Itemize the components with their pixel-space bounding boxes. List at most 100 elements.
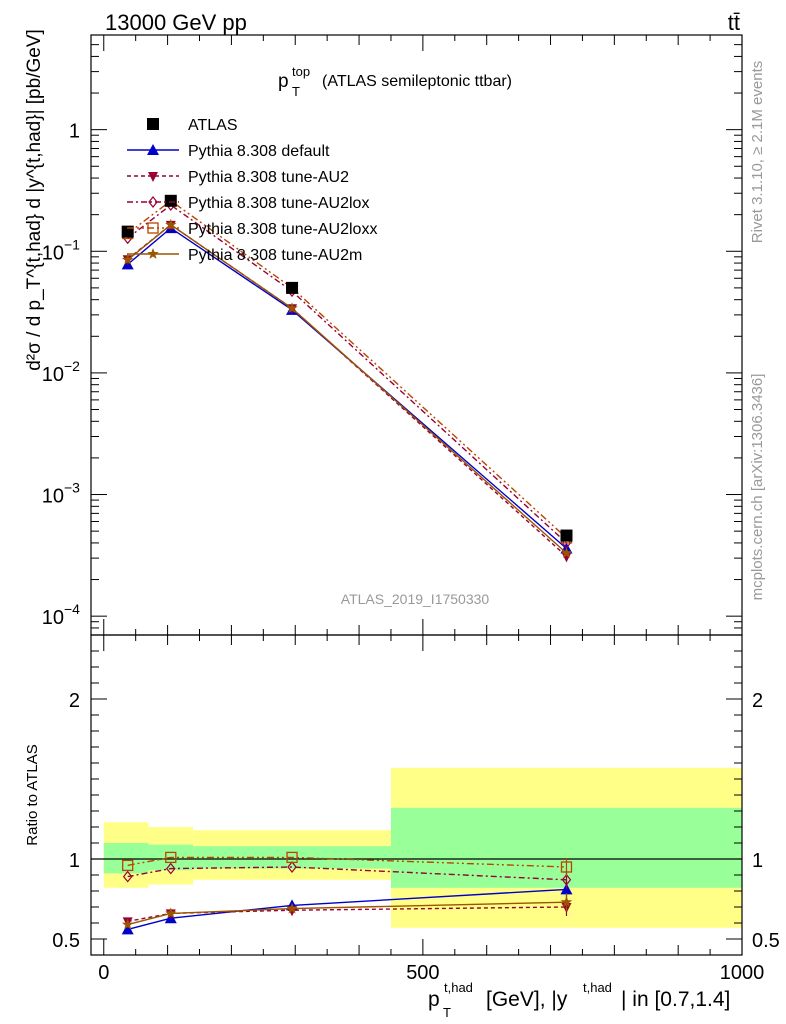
legend-marker-4 [147,222,159,234]
main-ytick-exp-1: −1 [64,236,80,252]
legend-marker-5 [147,248,159,259]
main-line-5 [127,223,567,554]
legend-marker-0 [147,118,159,130]
legend-label-4: Pythia 8.308 tune-AU2loxx [188,221,377,238]
main-point-0-3 [560,529,573,542]
svg-text:Ratio to ATLAS: Ratio to ATLAS [24,744,41,845]
mcplots-label: mcplots.cern.ch [arXiv:1306.3436] [749,374,766,601]
legend-item-1: Pythia 8.308 default [127,143,330,160]
legend: ATLAS Pythia 8.308 default Pythia 8.308 tu… [127,117,377,264]
ratio-y-axis-label: Ratio to ATLAS [24,744,41,845]
svg-text:| in [0.7,1.4]: | in [0.7,1.4] [621,988,730,1011]
ratio-series [121,851,573,935]
main-line-1 [127,227,567,550]
xtick-label-2: 1000 [720,962,765,984]
ratio-ytick-label-right-0: 0.5 [752,930,780,952]
main-point-5-0 [122,253,134,265]
green-band-0 [103,843,149,874]
ratio-line-0 [127,888,567,931]
main-point-0-2 [286,281,299,294]
svg-text:p: p [428,988,440,1011]
svg-text:top: top [292,64,310,79]
ratio-point-3-0 [122,859,134,872]
ratio-point-3-1 [165,851,177,864]
main-title: p top T (ATLAS semileptonic ttbar) [278,64,512,99]
ratio-ytick-label-right-1: 1 [752,850,763,872]
rivet-label: Rivet 3.1.10, ≥ 2.1M events [749,61,766,244]
svg-text:T: T [292,84,300,99]
main-y-ticks: 110−110−210−310−4 [42,34,742,636]
main-ytick-label-2: 10 [42,364,64,386]
svg-text:t,had: t,had [583,980,612,995]
legend-label-2: Pythia 8.308 tune-AU2 [188,169,349,186]
ratio-line-1 [127,906,567,923]
main-point-5-1 [165,218,177,230]
main-point-0-1 [164,194,177,207]
legend-label-1: Pythia 8.308 default [188,143,330,160]
main-ytick-exp-4: −4 [64,601,80,617]
ratio-ytick-label-1: 1 [69,850,80,872]
main-series-5 [122,218,573,558]
legend-item-3: Pythia 8.308 tune-AU2lox [127,195,369,212]
ratio-ytick-label-2: 2 [69,690,80,712]
ratio-point-2-2 [287,861,297,873]
legend-item-4: Pythia 8.308 tune-AU2loxx [127,221,377,238]
ratio-series-2 [122,861,572,889]
main-line-3 [127,204,567,544]
svg-text:(ATLAS semileptonic ttbar): (ATLAS semileptonic ttbar) [322,73,512,90]
main-series-2 [122,220,572,563]
process-label: tt̄ [728,10,740,35]
main-point-5-3 [560,547,573,558]
svg-text:p: p [278,71,289,92]
ratio-point-2-1 [166,862,176,875]
legend-marker-1 [147,144,159,155]
legend-label-5: Pythia 8.308 tune-AU2m [188,247,362,264]
ratio-point-2-3 [561,873,572,886]
main-ytick-label-1: 10 [42,242,64,264]
main-ytick-label-4: 10 [42,607,64,629]
ratio-uncertainty-bands [103,767,742,928]
svg-text:t,had: t,had [444,980,473,995]
legend-label-0: ATLAS [188,117,238,134]
main-ytick-label-0: 1 [69,121,80,143]
xtick-label-1: 500 [406,962,439,984]
ratio-x-ticks: 0 500 1000 [98,635,764,984]
legend-label-3: Pythia 8.308 tune-AU2lox [188,195,369,212]
ratio-point-4-2 [286,902,298,914]
ratio-point-4-1 [165,907,177,919]
collision-label: 13000 GeV pp [105,10,247,35]
main-line-2 [127,223,567,557]
main-ytick-label-3: 10 [42,486,64,508]
ratio-point-3-3 [560,861,573,873]
svg-text:d²σ / d p_T^{t,had} d |y^{t,ha: d²σ / d p_T^{t,had} d |y^{t,had}| [pb/Ge… [24,29,45,371]
legend-marker-3 [148,196,158,208]
ratio-point-0-0 [121,923,134,935]
ratio-ytick-label-0: 0.5 [52,930,80,952]
ratio-point-2-0 [122,870,133,883]
xtick-label-0: 0 [98,962,109,984]
ratio-series-4 [122,893,573,930]
x-axis-label: p t,had T [GeV], |y t,had | in [0.7,1.4] [428,980,730,1020]
legend-marker-2 [148,172,158,182]
main-point-5-2 [286,302,298,314]
main-ytick-exp-3: −3 [64,480,80,496]
ratio-ytick-label-right-2: 2 [752,690,763,712]
legend-item-5: Pythia 8.308 tune-AU2m [127,247,362,264]
legend-item-2: Pythia 8.308 tune-AU2 [127,169,349,186]
ratio-point-3-2 [286,851,298,864]
main-y-axis-label: d²σ / d p_T^{t,had} d |y^{t,had}| [pb/Ge… [24,29,45,371]
ratio-line-4 [127,901,567,926]
ratio-point-4-3 [560,896,573,908]
ratio-point-0-3 [560,883,573,895]
main-ytick-exp-2: −2 [64,358,80,374]
ratio-series-3 [122,851,573,876]
analysis-id: ATLAS_2019_I1750330 [341,591,490,607]
svg-text:[GeV], |y: [GeV], |y [486,988,568,1011]
ratio-point-4-0 [122,918,134,930]
ratio-line-3 [127,856,567,868]
legend-item-0: ATLAS [147,117,238,134]
main-series-0 [121,194,573,542]
svg-text:T: T [443,1005,451,1020]
main-x-ticks [103,35,743,635]
